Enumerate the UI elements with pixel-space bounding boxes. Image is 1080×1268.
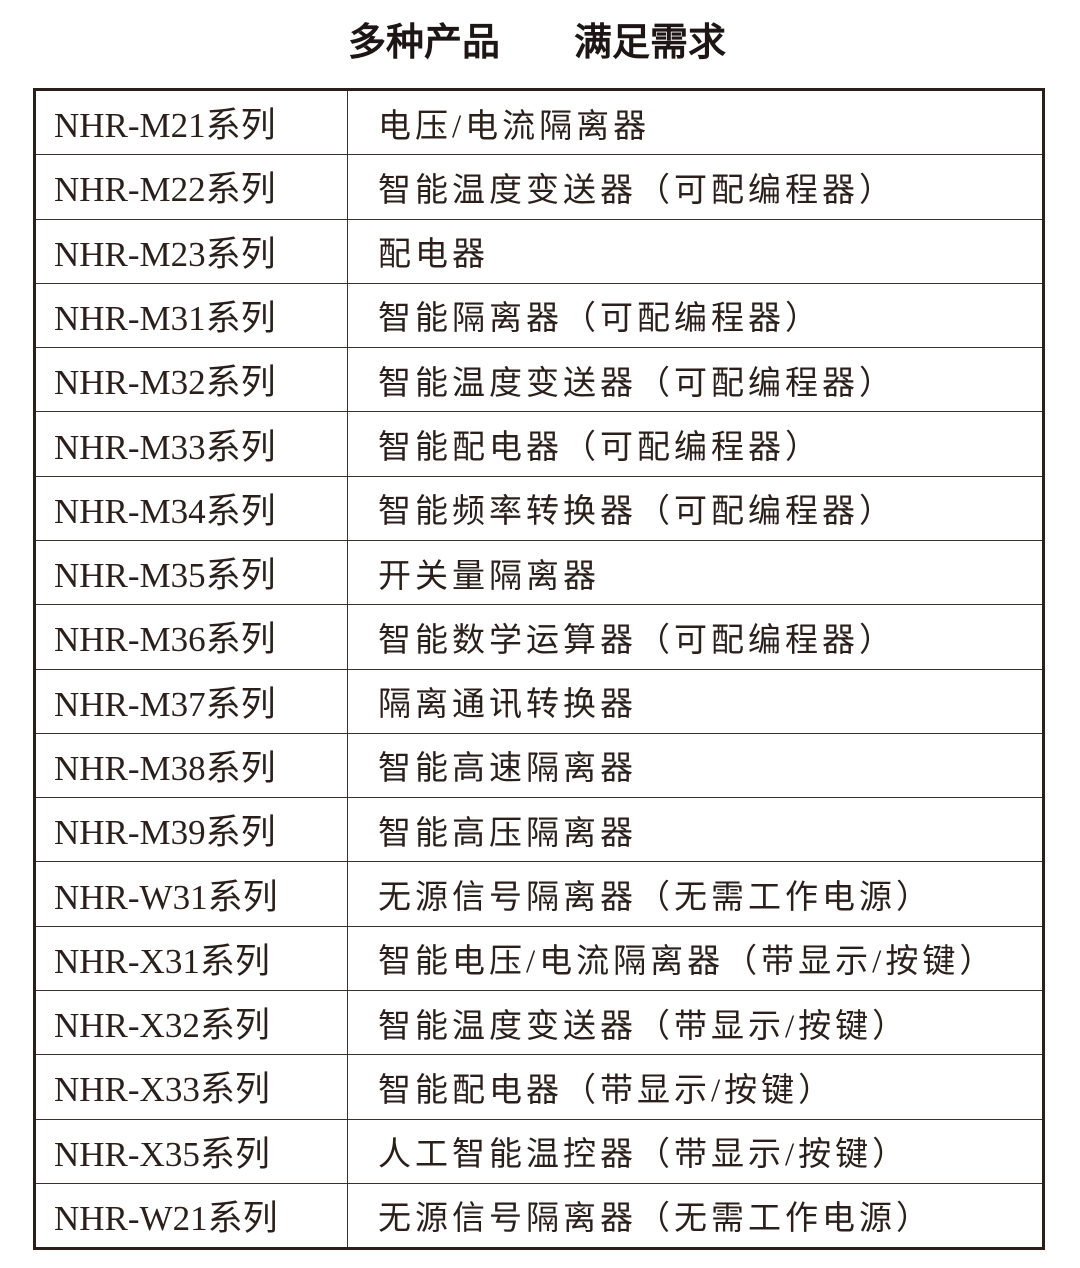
series-cell: NHR-M38系列 [36,733,348,798]
table-row: NHR-M35系列 开关量隔离器 [36,539,1042,605]
series-cell: NHR-M37系列 [36,669,348,733]
table-row: NHR-W31系列 无源信号隔离器（无需工作电源） [36,861,1042,926]
table-row: NHR-M33系列 智能配电器（可配编程器） [36,411,1042,476]
table-row: NHR-M36系列 智能数学运算器（可配编程器） [36,604,1042,669]
series-cell: NHR-W21系列 [36,1183,348,1248]
title: 多种产品 [348,20,501,64]
description-cell: 智能隔离器（可配编程器） [378,301,822,338]
series-cell: NHR-X35系列 [36,1119,348,1183]
table-row: NHR-M32系列 智能温度变送器（可配编程器） [36,347,1042,412]
table-row: NHR-M37系列 隔离通讯转换器 [36,668,1042,733]
description-cell: 智能数学运算器（可配编程器） [378,622,896,659]
description-cell: 无源信号隔离器（无需工作电源） [378,880,933,917]
description-cell: 智能高速隔离器 [378,751,637,788]
table-row: NHR-M39系列 智能高压隔离器 [36,797,1042,862]
table-row: NHR-X31系列 智能电压/电流隔离器（带显示/按键） [36,925,1042,990]
description-cell: 智能高压隔离器 [378,815,637,852]
description-cell: 人工智能温控器（带显示/按键） [378,1137,910,1174]
description-cell: 智能配电器（可配编程器） [378,430,822,467]
series-cell: NHR-M33系列 [36,412,348,476]
description-cell: 开关量隔离器 [378,558,600,595]
series-cell: NHR-X33系列 [36,1055,348,1119]
description-cell: 智能电压/电流隔离器（带显示/按键） [378,944,997,981]
series-cell: NHR-M39系列 [36,798,348,862]
description-cell: 无源信号隔离器（无需工作电源） [378,1201,933,1238]
table-row: NHR-M34系列 智能频率转换器（可配编程器） [36,475,1042,540]
table-row: NHR-M38系列 智能高速隔离器 [36,732,1042,798]
table-row: NHR-X32系列 智能温度变送器（带显示/按键） [36,989,1042,1055]
series-cell: NHR-M32系列 [36,348,348,412]
table-row: NHR-M21系列 电压/电流隔离器 [36,91,1042,155]
series-cell: NHR-X31系列 [36,926,348,990]
description-cell: 智能频率转换器（可配编程器） [378,494,896,531]
series-cell: NHR-M36系列 [36,605,348,669]
series-cell: NHR-M21系列 [36,91,348,155]
table-row: NHR-M23系列 配电器 [36,218,1042,283]
title: 满足需求 [574,20,727,64]
description-cell: 电压/电流隔离器 [378,108,651,145]
series-cell: NHR-X32系列 [36,990,348,1055]
table-row: NHR-X33系列 智能配电器（带显示/按键） [36,1054,1042,1119]
series-cell: NHR-M35系列 [36,540,348,605]
description-cell: 隔离通讯转换器 [378,687,637,724]
description-cell: 智能温度变送器（可配编程器） [378,172,896,209]
product-table: NHR-M21系列 电压/电流隔离器 NHR-M22系列 智能温度变送器（可配编程器）… [33,88,1045,1250]
table-row: NHR-W21系列 无源信号隔离器（无需工作电源） [36,1182,1042,1248]
series-cell: NHR-M34系列 [36,476,348,540]
series-cell: NHR-M22系列 [36,155,348,219]
series-cell: NHR-W31系列 [36,862,348,926]
series-cell: NHR-M31系列 [36,283,348,348]
description-cell: 智能配电器（带显示/按键） [378,1072,836,1109]
table-row: NHR-M22系列 智能温度变送器（可配编程器） [36,154,1042,219]
description-cell: 配电器 [378,237,489,274]
description-cell: 智能温度变送器（可配编程器） [378,365,896,402]
table-row: NHR-X35系列 人工智能温控器（带显示/按键） [36,1118,1042,1183]
table-row: NHR-M31系列 智能隔离器（可配编程器） [36,282,1042,348]
description-cell: 智能温度变送器（带显示/按键） [378,1008,910,1045]
series-cell: NHR-M23系列 [36,219,348,283]
